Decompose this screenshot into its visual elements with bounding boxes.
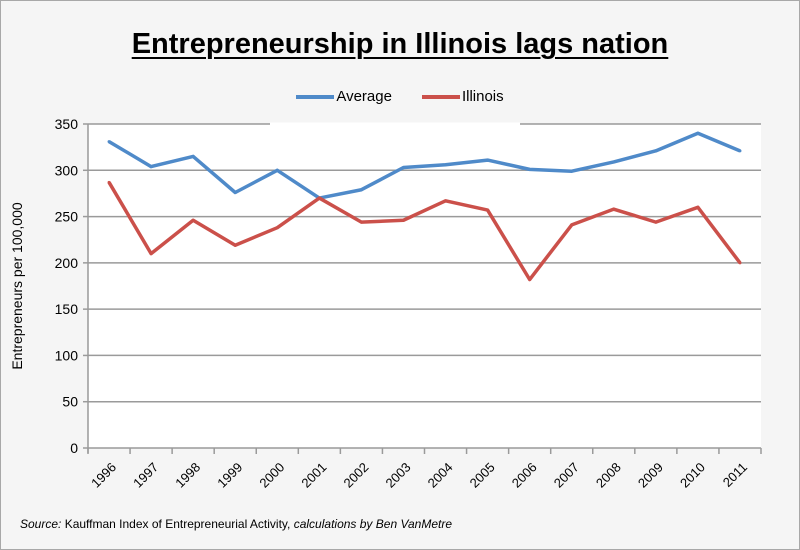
chart-title: Entrepreneurship in Illinois lags nation <box>0 28 800 61</box>
plot-area <box>88 124 761 448</box>
y-tick-label: 200 <box>55 255 79 271</box>
data-point-illinois <box>528 278 532 282</box>
x-tick-label: 2007 <box>551 460 582 491</box>
data-point-average <box>359 188 363 192</box>
data-point-average <box>444 163 448 167</box>
data-point-illinois <box>233 243 237 247</box>
series-line-average <box>108 131 741 200</box>
legend-swatch-average <box>296 94 335 99</box>
legend-item-average: Average <box>296 88 392 105</box>
data-point-average <box>528 167 532 171</box>
y-tick-label: 150 <box>55 301 79 317</box>
source-note: Source: Kauffman Index of Entrepreneuria… <box>20 517 452 531</box>
data-point-illinois <box>444 199 448 203</box>
x-tick-label: 1999 <box>214 460 245 491</box>
series-line-illinois <box>107 181 742 282</box>
legend-item-illinois: Illinois <box>421 88 504 105</box>
source-text: Kauffman Index of Entrepreneurial Activi… <box>61 517 294 531</box>
x-tick-label: 2001 <box>298 460 329 491</box>
data-point-illinois <box>359 220 363 224</box>
data-point-illinois <box>107 180 111 184</box>
data-point-average <box>696 131 700 135</box>
data-point-illinois <box>696 205 700 209</box>
y-tick-label: 0 <box>70 440 78 456</box>
x-tick-label: 2011 <box>720 460 750 490</box>
x-tick-label: 2004 <box>425 460 456 491</box>
y-tick-label: 50 <box>62 394 78 410</box>
data-point-illinois <box>275 226 279 230</box>
x-tick-label: 1998 <box>172 460 203 491</box>
x-tick-label: 2009 <box>635 460 666 491</box>
x-tick-label: 2002 <box>340 460 371 491</box>
data-point-average <box>612 160 616 164</box>
y-tick-label: 250 <box>55 209 79 225</box>
data-point-average <box>401 166 405 170</box>
y-tick-label: 300 <box>55 162 79 178</box>
y-axis-label: Entrepreneurs per 100,000 <box>9 202 25 370</box>
data-point-illinois <box>612 207 616 211</box>
x-tick-label: 2008 <box>593 460 624 491</box>
x-tick-label: 2006 <box>509 460 540 491</box>
x-tick-label: 2000 <box>256 460 287 491</box>
legend-label-average: Average <box>336 88 392 105</box>
data-point-average <box>191 154 195 158</box>
data-point-average <box>149 165 153 169</box>
source-credit: calculations by Ben VanMetre <box>293 517 453 531</box>
data-point-average <box>738 149 742 153</box>
data-point-illinois <box>401 218 405 222</box>
legend-label-illinois: Illinois <box>461 88 504 105</box>
legend: Average Illinois <box>0 88 800 105</box>
y-tick-label: 100 <box>55 347 79 363</box>
x-tick-label: 2010 <box>677 460 708 491</box>
data-point-illinois <box>486 208 490 212</box>
data-point-illinois <box>149 252 153 256</box>
data-point-illinois <box>317 196 321 200</box>
data-point-illinois <box>570 223 574 227</box>
data-point-average <box>275 168 279 172</box>
legend-swatch-illinois <box>421 94 460 99</box>
x-tick-label: 2005 <box>467 460 498 491</box>
data-point-average <box>570 169 574 173</box>
x-tick-label: 1997 <box>130 460 161 491</box>
x-tick-label: 1996 <box>88 460 119 491</box>
data-point-illinois <box>738 261 742 265</box>
data-point-average <box>654 149 658 153</box>
data-point-illinois <box>654 220 658 224</box>
chart-title-text: Entrepreneurship in Illinois lags nation <box>131 28 669 60</box>
x-tick-label: 2003 <box>383 460 414 491</box>
data-point-average <box>233 191 237 195</box>
data-point-average <box>107 140 111 144</box>
source-label: Source: <box>20 517 62 531</box>
y-tick-label: 350 <box>55 116 79 132</box>
data-point-average <box>486 158 490 162</box>
data-point-illinois <box>191 218 195 222</box>
